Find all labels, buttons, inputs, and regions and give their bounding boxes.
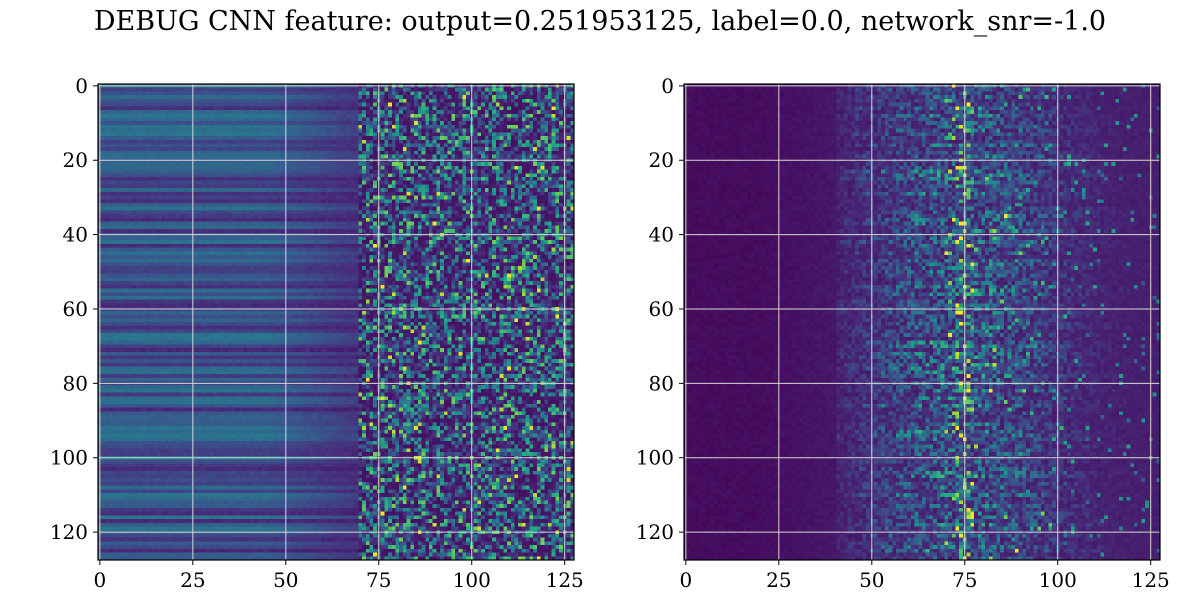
x-tick-label: 75 xyxy=(366,568,391,592)
x-tick-label: 125 xyxy=(546,568,584,592)
y-tick-label: 100 xyxy=(636,446,674,470)
x-tick-label: 50 xyxy=(859,568,884,592)
x-tick-label: 25 xyxy=(180,568,205,592)
heatmap-cells-1 xyxy=(98,84,574,560)
heatmap-cells-2 xyxy=(684,84,1160,560)
x-tick-label: 25 xyxy=(766,568,791,592)
x-tick-label: 0 xyxy=(679,568,692,592)
y-tick-label: 0 xyxy=(75,74,88,98)
y-tick-label: 80 xyxy=(649,371,674,395)
x-tick-label: 75 xyxy=(952,568,977,592)
heatmap-panel-1: 0 25 50 75 100 125 0 20 40 60 80 100 120 xyxy=(50,74,584,592)
y-tick-label: 100 xyxy=(50,446,88,470)
y-tick-label: 60 xyxy=(649,297,674,321)
y-tick-label: 20 xyxy=(649,148,674,172)
y-tick-label: 80 xyxy=(63,371,88,395)
y-tick-label: 20 xyxy=(63,148,88,172)
heatmap-panel-2: 0 25 50 75 100 125 0 20 40 60 80 100 120 xyxy=(636,74,1170,592)
y-tick-label: 120 xyxy=(50,520,88,544)
y-tick-label: 40 xyxy=(649,223,674,247)
y-tick-label: 120 xyxy=(636,520,674,544)
x-tick-label: 125 xyxy=(1132,568,1170,592)
x-tick-label: 50 xyxy=(273,568,298,592)
x-tick-label: 100 xyxy=(453,568,491,592)
y-tick-label: 0 xyxy=(661,74,674,98)
x-tick-label: 0 xyxy=(93,568,106,592)
y-tick-label: 60 xyxy=(63,297,88,321)
y-tick-label: 40 xyxy=(63,223,88,247)
x-tick-label: 100 xyxy=(1039,568,1077,592)
